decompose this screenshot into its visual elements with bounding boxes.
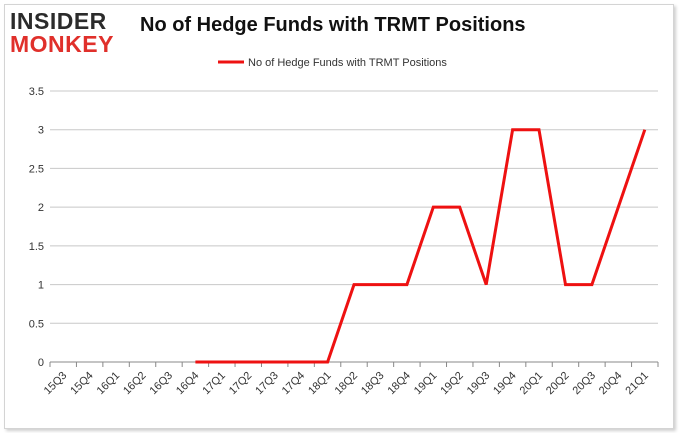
y-tick-label: 1: [38, 280, 44, 292]
logo-line-1: INSIDER: [10, 8, 107, 34]
x-tick-label: 17Q4: [280, 370, 308, 398]
x-tick-label: 21Q1: [623, 370, 651, 398]
y-axis-ticks: 0 0.5 1 1.5 2 2.5 3 3.5: [29, 86, 44, 369]
x-tick-label: 16Q2: [121, 370, 149, 398]
y-tick-label: 3.5: [29, 86, 44, 98]
chart-title: No of Hedge Funds with TRMT Positions: [140, 14, 526, 36]
x-tick-label: 20Q3: [571, 370, 599, 398]
x-tick-label: 20Q1: [518, 370, 546, 398]
gridlines: [50, 90, 658, 363]
x-tick-label: 15Q4: [68, 370, 96, 398]
x-tick-label: 16Q1: [95, 370, 123, 398]
x-tick-label: 18Q4: [385, 370, 413, 398]
logo-line-2: MONKEY: [10, 31, 114, 57]
y-tick-label: 2: [38, 202, 44, 214]
x-tick-label: 15Q3: [42, 370, 70, 398]
x-tick-label: 18Q1: [306, 370, 334, 398]
chart-frame: [4, 4, 674, 429]
y-tick-label: 0.5: [29, 318, 44, 330]
x-tick-label: 19Q2: [438, 370, 466, 398]
series-line: [195, 128, 647, 364]
x-axis-ticks: 15Q315Q416Q116Q216Q316Q417Q117Q217Q317Q4…: [42, 362, 659, 398]
y-tick-label: 1.5: [29, 241, 44, 253]
legend: No of Hedge Funds with TRMT Positions: [218, 57, 447, 69]
x-tick-label: 19Q1: [412, 370, 440, 398]
x-tick-label: 17Q3: [253, 370, 281, 398]
x-tick-label: 16Q3: [148, 370, 176, 398]
x-tick-label: 20Q2: [544, 370, 572, 398]
y-tick-label: 0: [38, 357, 44, 369]
x-tick-label: 19Q4: [491, 370, 519, 398]
x-tick-label: 19Q3: [465, 370, 493, 398]
x-tick-label: 16Q4: [174, 370, 202, 398]
x-tick-label: 18Q3: [359, 370, 387, 398]
x-tick-label: 20Q4: [597, 370, 625, 398]
series-lines: [195, 128, 647, 364]
x-tick-label: 17Q2: [227, 370, 255, 398]
y-tick-label: 2.5: [29, 163, 44, 175]
y-tick-label: 3: [38, 125, 44, 137]
x-tick-label: 17Q1: [200, 370, 228, 398]
legend-label: No of Hedge Funds with TRMT Positions: [248, 57, 447, 69]
x-tick-label: 18Q2: [333, 370, 361, 398]
insider-monkey-logo: INSIDER MONKEY: [10, 9, 128, 59]
